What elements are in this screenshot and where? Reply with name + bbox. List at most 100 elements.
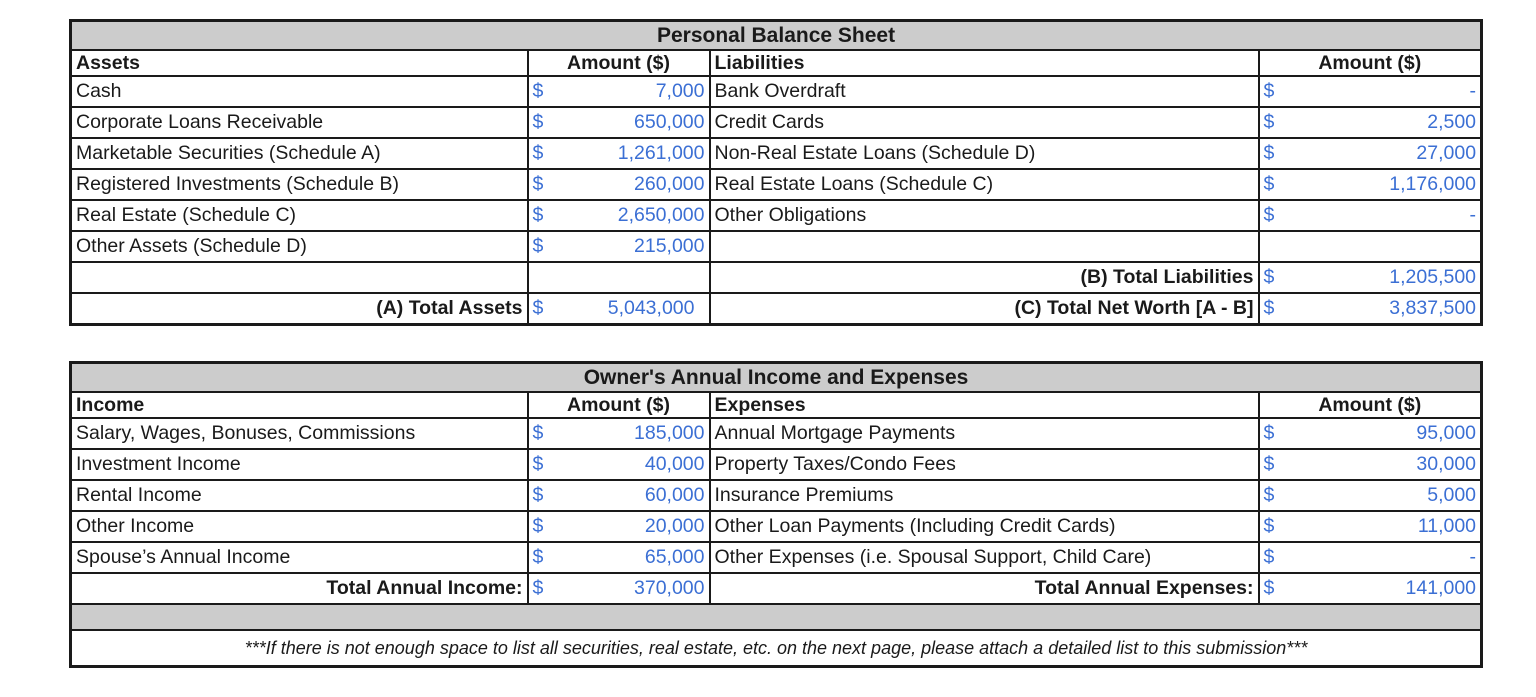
currency-symbol: $ — [1263, 484, 1275, 506]
income-header: Income — [69, 391, 529, 419]
liability-amount: $2,500 — [1257, 106, 1483, 139]
income-amount-value: 65,000 — [644, 546, 705, 568]
liability-label — [708, 230, 1260, 263]
income-amount: $65,000 — [526, 541, 711, 574]
expense-amount: $95,000 — [1257, 417, 1483, 450]
expense-amount-value: 95,000 — [1416, 422, 1477, 444]
asset-amount: $260,000 — [526, 168, 711, 201]
currency-symbol: $ — [1263, 204, 1275, 226]
liability-amount-value: 27,000 — [1416, 142, 1477, 164]
total-assets-label: (A) Total Assets — [69, 292, 529, 326]
net-worth-label: (C) Total Net Worth [A - B] — [708, 292, 1260, 326]
spacer-row — [69, 603, 1483, 631]
currency-symbol: $ — [1263, 266, 1275, 288]
income-amount-value: 40,000 — [644, 453, 705, 475]
currency-symbol: $ — [532, 142, 544, 164]
asset-amount: $1,261,000 — [526, 137, 711, 170]
table-row: Other Assets (Schedule D) $215,000 — [69, 230, 1483, 263]
expense-label: Annual Mortgage Payments — [708, 417, 1260, 450]
expense-amount-value: 11,000 — [1417, 515, 1477, 537]
asset-label: Corporate Loans Receivable — [69, 106, 529, 139]
currency-symbol: $ — [1263, 515, 1275, 537]
income-label: Investment Income — [69, 448, 529, 481]
asset-label: Other Assets (Schedule D) — [69, 230, 529, 263]
expense-label: Insurance Premiums — [708, 479, 1260, 512]
expense-amount: $ - — [1257, 541, 1483, 574]
liability-label: Real Estate Loans (Schedule C) — [708, 168, 1260, 201]
currency-symbol: $ — [1263, 297, 1275, 319]
net-worth-value: 3,837,500 — [1389, 297, 1477, 319]
expense-amount: $30,000 — [1257, 448, 1483, 481]
expenses-amount-header: Amount ($) — [1257, 391, 1483, 419]
total-income-label: Total Annual Income: — [69, 572, 529, 605]
total-assets-cell: $5,043,000 — [526, 292, 711, 326]
balance-sheet-title: Personal Balance Sheet — [69, 19, 1483, 51]
asset-label: Registered Investments (Schedule B) — [69, 168, 529, 201]
currency-symbol: $ — [532, 422, 544, 444]
income-label: Other Income — [69, 510, 529, 543]
expenses-header: Expenses — [708, 391, 1260, 419]
liability-amount: $27,000 — [1257, 137, 1483, 170]
personal-balance-sheet: Personal Balance Sheet Assets Amount ($)… — [69, 19, 1484, 326]
liability-amount — [1257, 230, 1483, 263]
expense-label: Other Loan Payments (Including Credit Ca… — [708, 510, 1260, 543]
currency-symbol: $ — [532, 204, 544, 226]
total-income-value: 370,000 — [634, 577, 705, 599]
liability-amount-value: 1,176,000 — [1389, 173, 1477, 195]
asset-amount: $2,650,000 — [526, 199, 711, 232]
asset-amount-value: 1,261,000 — [617, 142, 705, 164]
liability-label: Non-Real Estate Loans (Schedule D) — [708, 137, 1260, 170]
currency-symbol: $ — [532, 111, 544, 133]
income-amount: $60,000 — [526, 479, 711, 512]
total-liabilities-value: 1,205,500 — [1389, 266, 1477, 288]
attachment-note: ***If there is not enough space to list … — [69, 629, 1483, 668]
table-row: Marketable Securities (Schedule A) $1,261… — [69, 137, 1483, 170]
table-row: Salary, Wages, Bonuses, Commissions $185,… — [69, 417, 1483, 450]
income-expenses-title: Owner's Annual Income and Expenses — [69, 361, 1483, 393]
assets-header: Assets — [69, 49, 529, 77]
liability-label: Other Obligations — [708, 199, 1260, 232]
income-amount: $40,000 — [526, 448, 711, 481]
currency-symbol: $ — [532, 297, 544, 319]
table-row: Other Income $20,000 Other Loan Payments (… — [69, 510, 1483, 543]
asset-amount-value: 215,000 — [634, 235, 705, 257]
currency-symbol: $ — [532, 515, 544, 537]
asset-amount: $7,000 — [526, 75, 711, 108]
expense-amount: $5,000 — [1257, 479, 1483, 512]
income-label: Salary, Wages, Bonuses, Commissions — [69, 417, 529, 450]
currency-symbol: $ — [1263, 453, 1275, 475]
income-amount: $185,000 — [526, 417, 711, 450]
liability-label: Credit Cards — [708, 106, 1260, 139]
currency-symbol: $ — [532, 173, 544, 195]
currency-symbol: $ — [532, 577, 544, 599]
liability-amount-value: - — [1469, 204, 1477, 226]
currency-symbol: $ — [532, 235, 544, 257]
table-row: Registered Investments (Schedule B) $260,… — [69, 168, 1483, 201]
expense-amount: $11,000 — [1257, 510, 1483, 543]
liabilities-header: Liabilities — [708, 49, 1260, 77]
currency-symbol: $ — [532, 546, 544, 568]
table-row: Cash $7,000 Bank Overdraft $ - — [69, 75, 1483, 108]
asset-label: Marketable Securities (Schedule A) — [69, 137, 529, 170]
expense-amount-value: 5,000 — [1427, 484, 1477, 506]
asset-amount-value: 7,000 — [655, 80, 705, 102]
empty-cell — [69, 261, 529, 294]
empty-cell — [526, 261, 711, 294]
asset-amount-value: 260,000 — [634, 173, 705, 195]
asset-label: Cash — [69, 75, 529, 108]
income-expenses-table: Owner's Annual Income and Expenses Incom… — [69, 361, 1484, 668]
total-liabilities-cell: $1,205,500 — [1257, 261, 1483, 294]
expense-label: Other Expenses (i.e. Spousal Support, Ch… — [708, 541, 1260, 574]
liabilities-amount-header: Amount ($) — [1257, 49, 1483, 77]
liability-amount-value: 2,500 — [1427, 111, 1477, 133]
total-expenses-label: Total Annual Expenses: — [708, 572, 1260, 605]
income-label: Spouse’s Annual Income — [69, 541, 529, 574]
total-assets-value: 5,043,000 — [607, 297, 695, 319]
income-amount-header: Amount ($) — [526, 391, 711, 419]
income-amount-value: 60,000 — [644, 484, 705, 506]
liability-amount: $ - — [1257, 199, 1483, 232]
currency-symbol: $ — [1263, 422, 1275, 444]
asset-amount: $650,000 — [526, 106, 711, 139]
total-liabilities-label: (B) Total Liabilities — [708, 261, 1260, 294]
liability-amount: $1,176,000 — [1257, 168, 1483, 201]
